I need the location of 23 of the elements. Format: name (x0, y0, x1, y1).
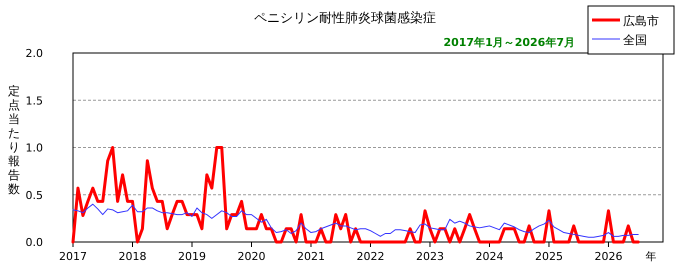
x-tick-label: 2018 (118, 250, 146, 263)
x-tick-label: 2023 (416, 250, 444, 263)
x-tick-label: 2022 (356, 250, 384, 263)
y-tick-label: 0.0 (26, 236, 43, 249)
y-axis-title: 定点当たり報告数 (8, 84, 20, 196)
x-tick-label: 2017 (59, 250, 87, 263)
legend-label: 広島市 (623, 14, 659, 28)
x-tick-label: 2019 (178, 250, 206, 263)
chart-title: ペニシリン耐性肺炎球菌感染症 (254, 11, 436, 26)
x-tick-label: 2025 (534, 250, 563, 263)
y-tick-label: 1.5 (26, 94, 43, 108)
line-series (72, 204, 639, 238)
y-tick-label: 1.0 (26, 142, 43, 154)
x-tick-label: 2020 (237, 250, 266, 263)
x-tick-label: 2024 (475, 250, 504, 263)
legend-label: 全国 (623, 33, 647, 47)
y-tick-label: 0.5 (26, 188, 43, 202)
x-tick-label: 2026 (594, 250, 622, 263)
x-tick-label: 2021 (296, 250, 325, 263)
line-series (72, 146, 640, 244)
y-tick-label: 2.0 (26, 47, 43, 60)
chart-subtitle: 2017年1月～2026年7月 (443, 36, 575, 49)
x-axis-title: 年 (646, 250, 656, 263)
